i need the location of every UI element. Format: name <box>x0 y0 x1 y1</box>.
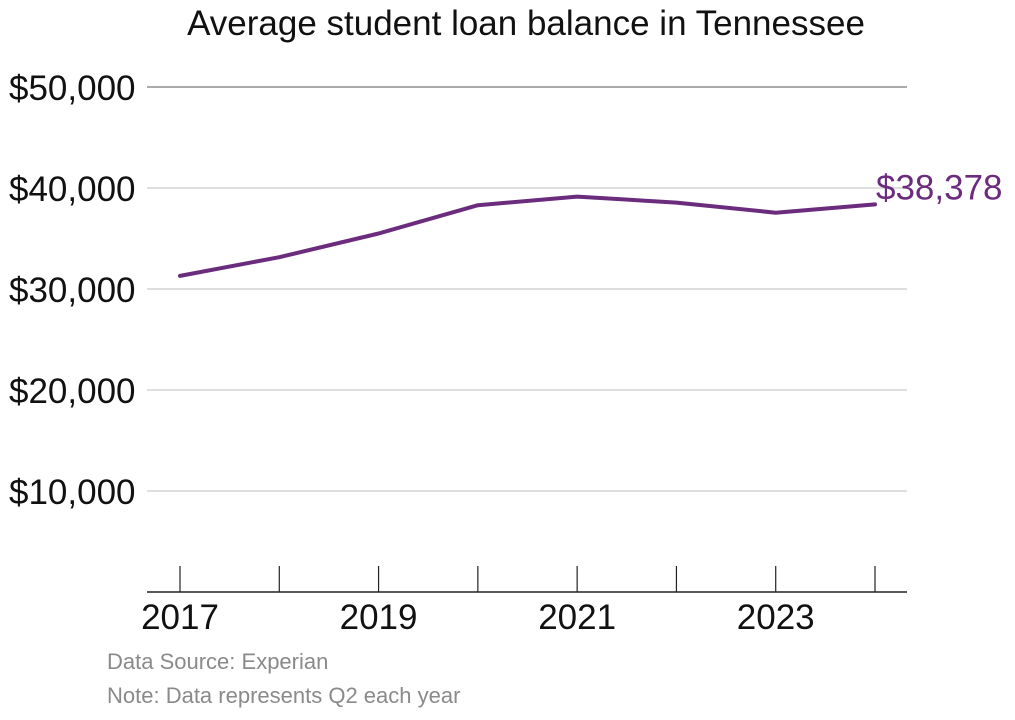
y-tick-label: $10,000 <box>9 473 136 512</box>
x-tick-label: 2023 <box>737 598 815 637</box>
y-tick-label: $50,000 <box>9 69 136 108</box>
y-axis-labels: $10,000 $20,000 $30,000 $40,000 $50,000 <box>9 69 136 512</box>
x-axis: 2017 2019 2021 2023 <box>141 566 907 637</box>
gridlines <box>147 86 907 492</box>
x-tick-label: 2019 <box>340 598 418 637</box>
y-tick-label: $20,000 <box>9 372 136 411</box>
data-source-text: Data Source: Experian <box>107 649 329 674</box>
data-labels: $38,378 <box>876 168 1003 207</box>
chart-title: Average student loan balance in Tennesse… <box>187 4 865 43</box>
note-text: Note: Data represents Q2 each year <box>107 683 461 708</box>
x-tick-label: 2021 <box>538 598 616 637</box>
footer: Data Source: Experian Note: Data represe… <box>107 645 460 713</box>
x-tick-label: 2017 <box>141 598 219 637</box>
y-tick-label: $30,000 <box>9 271 136 310</box>
y-tick-label: $40,000 <box>9 170 136 209</box>
series-lines <box>178 194 877 278</box>
series-line <box>178 194 877 278</box>
end-value-label: $38,378 <box>876 168 1003 207</box>
